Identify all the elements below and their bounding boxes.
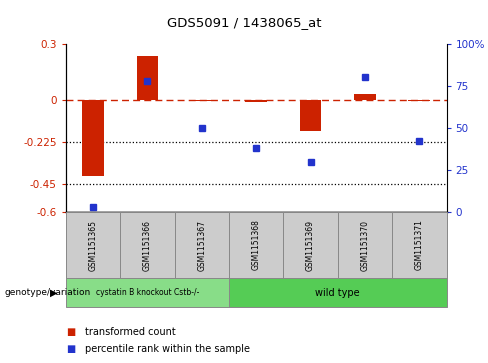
- Text: cystatin B knockout Cstb-/-: cystatin B knockout Cstb-/-: [96, 288, 199, 297]
- Bar: [338, 212, 392, 278]
- Bar: [229, 212, 284, 278]
- Bar: [354, 94, 376, 100]
- Text: GDS5091 / 1438065_at: GDS5091 / 1438065_at: [167, 16, 321, 29]
- Text: GSM1151365: GSM1151365: [88, 220, 98, 270]
- Bar: [120, 212, 175, 278]
- Bar: [82, 100, 104, 176]
- Text: GSM1151366: GSM1151366: [143, 220, 152, 270]
- Bar: [175, 212, 229, 278]
- Text: transformed count: transformed count: [85, 327, 176, 337]
- Text: GSM1151368: GSM1151368: [252, 220, 261, 270]
- Text: genotype/variation: genotype/variation: [5, 288, 91, 297]
- Bar: [300, 100, 322, 131]
- Text: GSM1151367: GSM1151367: [197, 220, 206, 270]
- Text: ■: ■: [66, 344, 75, 354]
- Bar: [191, 100, 213, 101]
- Bar: [245, 100, 267, 102]
- Text: percentile rank within the sample: percentile rank within the sample: [85, 344, 250, 354]
- Text: ■: ■: [66, 327, 75, 337]
- Bar: [284, 212, 338, 278]
- Bar: [408, 100, 430, 101]
- Text: GSM1151370: GSM1151370: [361, 220, 369, 270]
- Bar: [137, 56, 158, 100]
- Text: wild type: wild type: [315, 287, 360, 298]
- Bar: [392, 212, 447, 278]
- Bar: [66, 212, 120, 278]
- Bar: [66, 278, 229, 307]
- Text: GSM1151369: GSM1151369: [306, 220, 315, 270]
- Text: ▶: ▶: [50, 287, 58, 298]
- Bar: [229, 278, 447, 307]
- Text: GSM1151371: GSM1151371: [415, 220, 424, 270]
